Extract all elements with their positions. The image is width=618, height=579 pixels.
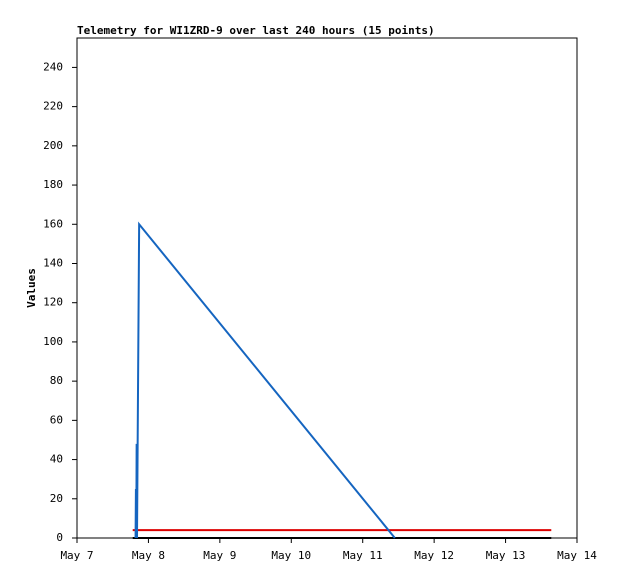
y-tick-label: 180	[43, 178, 63, 191]
y-tick-label: 200	[43, 139, 63, 152]
y-tick-label: 100	[43, 335, 63, 348]
x-tick-label: May 8	[132, 549, 165, 562]
y-tick-label: 160	[43, 217, 63, 230]
series-line	[134, 221, 396, 539]
plot-frame	[76, 37, 578, 539]
x-tick-label: May 14	[557, 549, 597, 562]
y-tick-label: 80	[50, 374, 63, 387]
y-tick-label: 120	[43, 296, 63, 309]
y-axis-title: Values	[25, 268, 38, 308]
chart-title: Telemetry for WI1ZRD-9 over last 240 hou…	[77, 24, 435, 37]
x-tick-label: May 13	[486, 549, 526, 562]
x-tick-label: May 10	[271, 549, 311, 562]
y-tick-label: 240	[43, 60, 63, 73]
y-tick-label: 220	[43, 100, 63, 113]
y-tick-label: 140	[43, 256, 63, 269]
x-tick-label: May 11	[343, 549, 383, 562]
y-tick-label: 60	[50, 413, 63, 426]
x-tick-label: May 7	[60, 549, 93, 562]
x-tick-label: May 9	[203, 549, 236, 562]
y-tick-label: 20	[50, 492, 63, 505]
y-tick-label: 40	[50, 453, 63, 466]
y-tick-label: 0	[56, 531, 63, 544]
x-tick-label: May 12	[414, 549, 454, 562]
